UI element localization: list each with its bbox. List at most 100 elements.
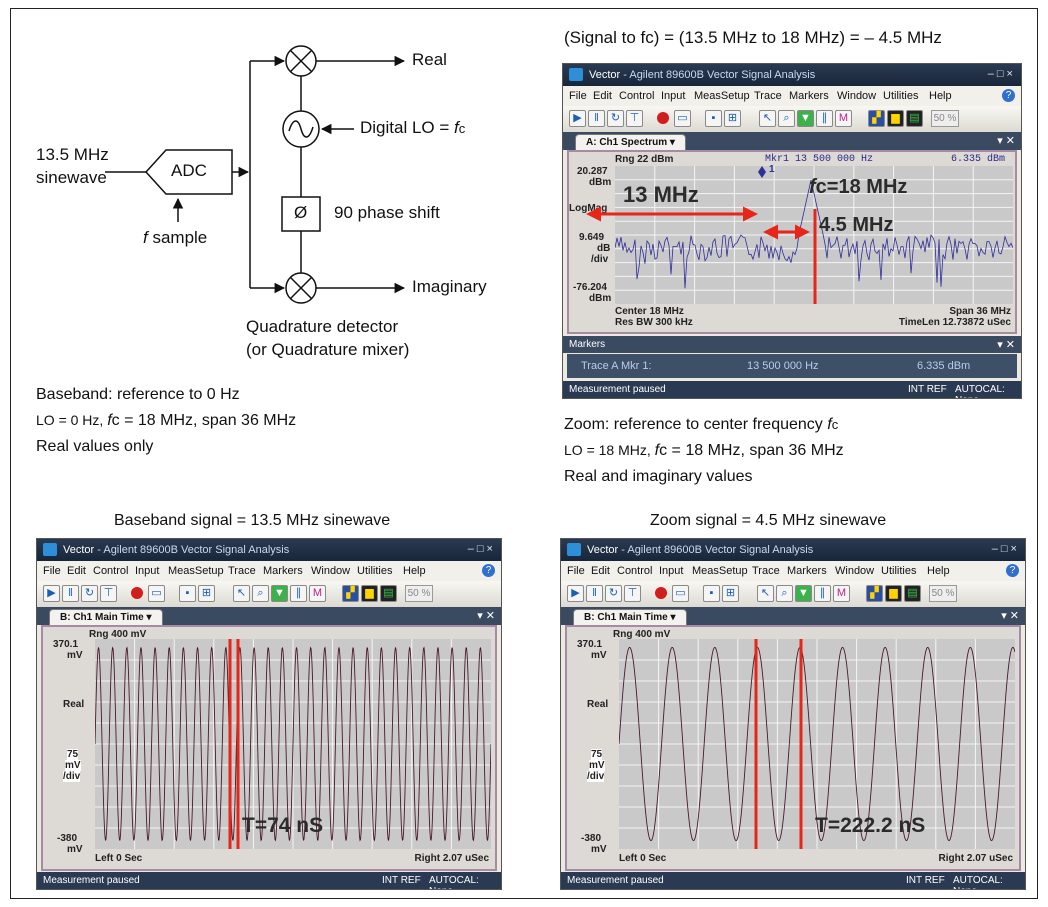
menu-control[interactable]: Control (617, 565, 653, 577)
vsa-window-zoom-time: Vector - Agilent 89600B Vector Signal An… (560, 538, 1026, 890)
restart-icon[interactable]: ↻ (605, 585, 622, 602)
menu-meassetup[interactable]: MeasSetup (168, 565, 224, 577)
trigger-icon[interactable]: ⊤ (626, 110, 643, 127)
zoom-tool-icon[interactable]: ⌕ (776, 585, 793, 602)
tab-main-time[interactable]: B: Ch1 Main Time ▾ (49, 609, 163, 626)
restart-icon[interactable]: ↻ (607, 110, 624, 127)
display-icon-2[interactable]: ▆ (885, 585, 902, 602)
trigger-icon[interactable]: ⊤ (100, 585, 117, 602)
menu-window[interactable]: Window (311, 565, 351, 577)
grid-layout-icon[interactable]: ⊞ (198, 585, 215, 602)
play-icon[interactable]: ▶ (43, 585, 60, 602)
zoom-field[interactable]: 50 % (405, 585, 433, 602)
help-icon[interactable]: ? (1002, 89, 1015, 102)
play-icon[interactable]: ▶ (569, 110, 586, 127)
display-icon-1[interactable]: ▞ (868, 110, 885, 127)
display-icon-2[interactable]: ▆ (887, 110, 904, 127)
menu-control[interactable]: Control (619, 90, 655, 102)
zoom-tool-icon[interactable]: ⌕ (252, 585, 269, 602)
pause-icon[interactable]: ‖ (586, 585, 603, 602)
menu-trace[interactable]: Trace (754, 90, 782, 102)
menu-markers[interactable]: Markers (789, 90, 829, 102)
play-icon[interactable]: ▶ (567, 585, 584, 602)
zoom-caption: Zoom signal = 4.5 MHz sinewave (650, 512, 887, 529)
sample-label: f sample (143, 228, 208, 247)
menu-window[interactable]: Window (835, 565, 875, 577)
grid-layout-icon[interactable]: ⊞ (722, 585, 739, 602)
menu-edit[interactable]: Edit (591, 565, 610, 577)
pointer-icon[interactable]: ↖ (233, 585, 250, 602)
menu-meassetup[interactable]: MeasSetup (692, 565, 748, 577)
display-icon-3[interactable]: ▤ (906, 110, 923, 127)
window-controls[interactable]: – □ × (991, 543, 1017, 555)
layout-icon[interactable]: ▪ (179, 585, 196, 602)
markers-panel-controls[interactable]: ▾ ✕ (997, 339, 1015, 351)
marker-peak-icon[interactable]: ∥ (290, 585, 307, 602)
help-icon[interactable]: ? (482, 564, 495, 577)
menu-trace[interactable]: Trace (228, 565, 256, 577)
scale-unit-div: /div (63, 771, 81, 782)
display-icon-1[interactable]: ▞ (866, 585, 883, 602)
record-icon[interactable] (655, 110, 672, 127)
menu-edit[interactable]: Edit (593, 90, 612, 102)
menu-utilities[interactable]: Utilities (883, 90, 919, 102)
menu-input[interactable]: Input (661, 90, 686, 102)
marker-peak-icon[interactable]: ∥ (816, 110, 833, 127)
menu-file[interactable]: File (567, 565, 585, 577)
zoom-field[interactable]: 50 % (929, 585, 957, 602)
menu-edit[interactable]: Edit (67, 565, 86, 577)
marker-icon[interactable]: ▼ (271, 585, 288, 602)
tab-main-time[interactable]: B: Ch1 Main Time ▾ (573, 609, 687, 626)
pause-icon[interactable]: ‖ (588, 110, 605, 127)
menu-help[interactable]: Help (403, 565, 426, 577)
menu-control[interactable]: Control (93, 565, 129, 577)
pause-icon[interactable]: ‖ (62, 585, 79, 602)
zoom-tool-icon[interactable]: ⌕ (778, 110, 795, 127)
marker-to-icon[interactable]: M (309, 585, 326, 602)
pointer-icon[interactable]: ↖ (757, 585, 774, 602)
menu-input[interactable]: Input (659, 565, 684, 577)
menu-meassetup[interactable]: MeasSetup (694, 90, 750, 102)
playback-icon[interactable]: ▭ (148, 585, 165, 602)
restart-icon[interactable]: ↻ (81, 585, 98, 602)
grid-layout-icon[interactable]: ⊞ (724, 110, 741, 127)
menu-trace[interactable]: Trace (752, 565, 780, 577)
layout-icon[interactable]: ▪ (703, 585, 720, 602)
menu-utilities[interactable]: Utilities (357, 565, 393, 577)
marker-to-icon[interactable]: M (833, 585, 850, 602)
window-controls[interactable]: – □ × (467, 543, 493, 555)
record-icon[interactable] (129, 585, 146, 602)
playback-icon[interactable]: ▭ (672, 585, 689, 602)
menu-help[interactable]: Help (929, 90, 952, 102)
marker-peak-icon[interactable]: ∥ (814, 585, 831, 602)
record-icon[interactable] (653, 585, 670, 602)
window-controls[interactable]: – □ × (987, 68, 1013, 80)
status-bar: Measurement paused INT REF AUTOCAL: None (37, 872, 501, 889)
menu-file[interactable]: File (569, 90, 587, 102)
marker-to-icon[interactable]: M (835, 110, 852, 127)
zoom-field[interactable]: 50 % (931, 110, 959, 127)
menu-utilities[interactable]: Utilities (881, 565, 917, 577)
menu-markers[interactable]: Markers (263, 565, 303, 577)
marker-icon[interactable]: ▼ (795, 585, 812, 602)
status-autocal: AUTOCAL: None (955, 384, 1005, 398)
tab-spectrum[interactable]: A: Ch1 Spectrum ▾ (575, 134, 686, 151)
pane-controls[interactable]: ▾ ✕ (477, 610, 495, 622)
menu-window[interactable]: Window (837, 90, 877, 102)
pane-controls[interactable]: ▾ ✕ (997, 135, 1015, 147)
layout-icon[interactable]: ▪ (705, 110, 722, 127)
menu-help[interactable]: Help (927, 565, 950, 577)
display-icon-1[interactable]: ▞ (342, 585, 359, 602)
display-icon-3[interactable]: ▤ (904, 585, 921, 602)
playback-icon[interactable]: ▭ (674, 110, 691, 127)
menu-input[interactable]: Input (135, 565, 160, 577)
menu-file[interactable]: File (43, 565, 61, 577)
display-icon-2[interactable]: ▆ (361, 585, 378, 602)
pane-controls[interactable]: ▾ ✕ (1001, 610, 1019, 622)
marker-icon[interactable]: ▼ (797, 110, 814, 127)
trigger-icon[interactable]: ⊤ (624, 585, 641, 602)
display-icon-3[interactable]: ▤ (380, 585, 397, 602)
menu-markers[interactable]: Markers (787, 565, 827, 577)
pointer-icon[interactable]: ↖ (759, 110, 776, 127)
help-icon[interactable]: ? (1006, 564, 1019, 577)
